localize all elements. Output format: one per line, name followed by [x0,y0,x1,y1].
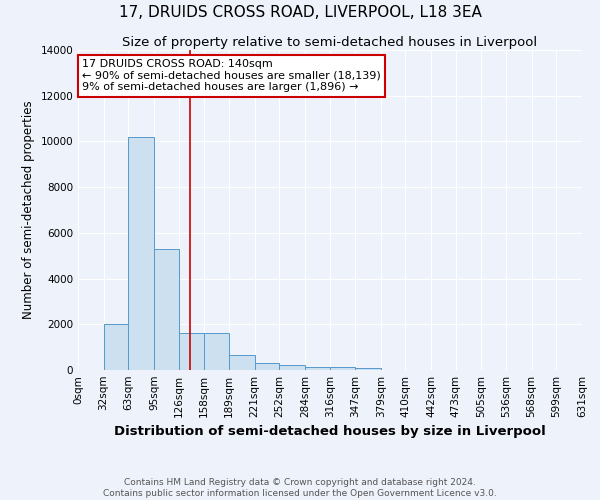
Bar [355,368,381,370]
Y-axis label: Number of semi-detached properties: Number of semi-detached properties [22,100,35,320]
Text: 17, DRUIDS CROSS ROAD, LIVERPOOL, L18 3EA: 17, DRUIDS CROSS ROAD, LIVERPOOL, L18 3E… [119,5,481,20]
Bar [204,334,229,370]
Bar [229,355,254,370]
Bar [104,324,128,370]
Bar [305,366,331,370]
Title: Size of property relative to semi-detached houses in Liverpool: Size of property relative to semi-detach… [122,36,538,49]
Bar [128,137,154,370]
Bar [279,366,305,370]
Bar [154,249,179,370]
Text: Contains HM Land Registry data © Crown copyright and database right 2024.
Contai: Contains HM Land Registry data © Crown c… [103,478,497,498]
X-axis label: Distribution of semi-detached houses by size in Liverpool: Distribution of semi-detached houses by … [114,426,546,438]
Bar [254,363,279,370]
Text: 17 DRUIDS CROSS ROAD: 140sqm
← 90% of semi-detached houses are smaller (18,139)
: 17 DRUIDS CROSS ROAD: 140sqm ← 90% of se… [82,59,381,92]
Bar [331,367,355,370]
Bar [179,334,204,370]
